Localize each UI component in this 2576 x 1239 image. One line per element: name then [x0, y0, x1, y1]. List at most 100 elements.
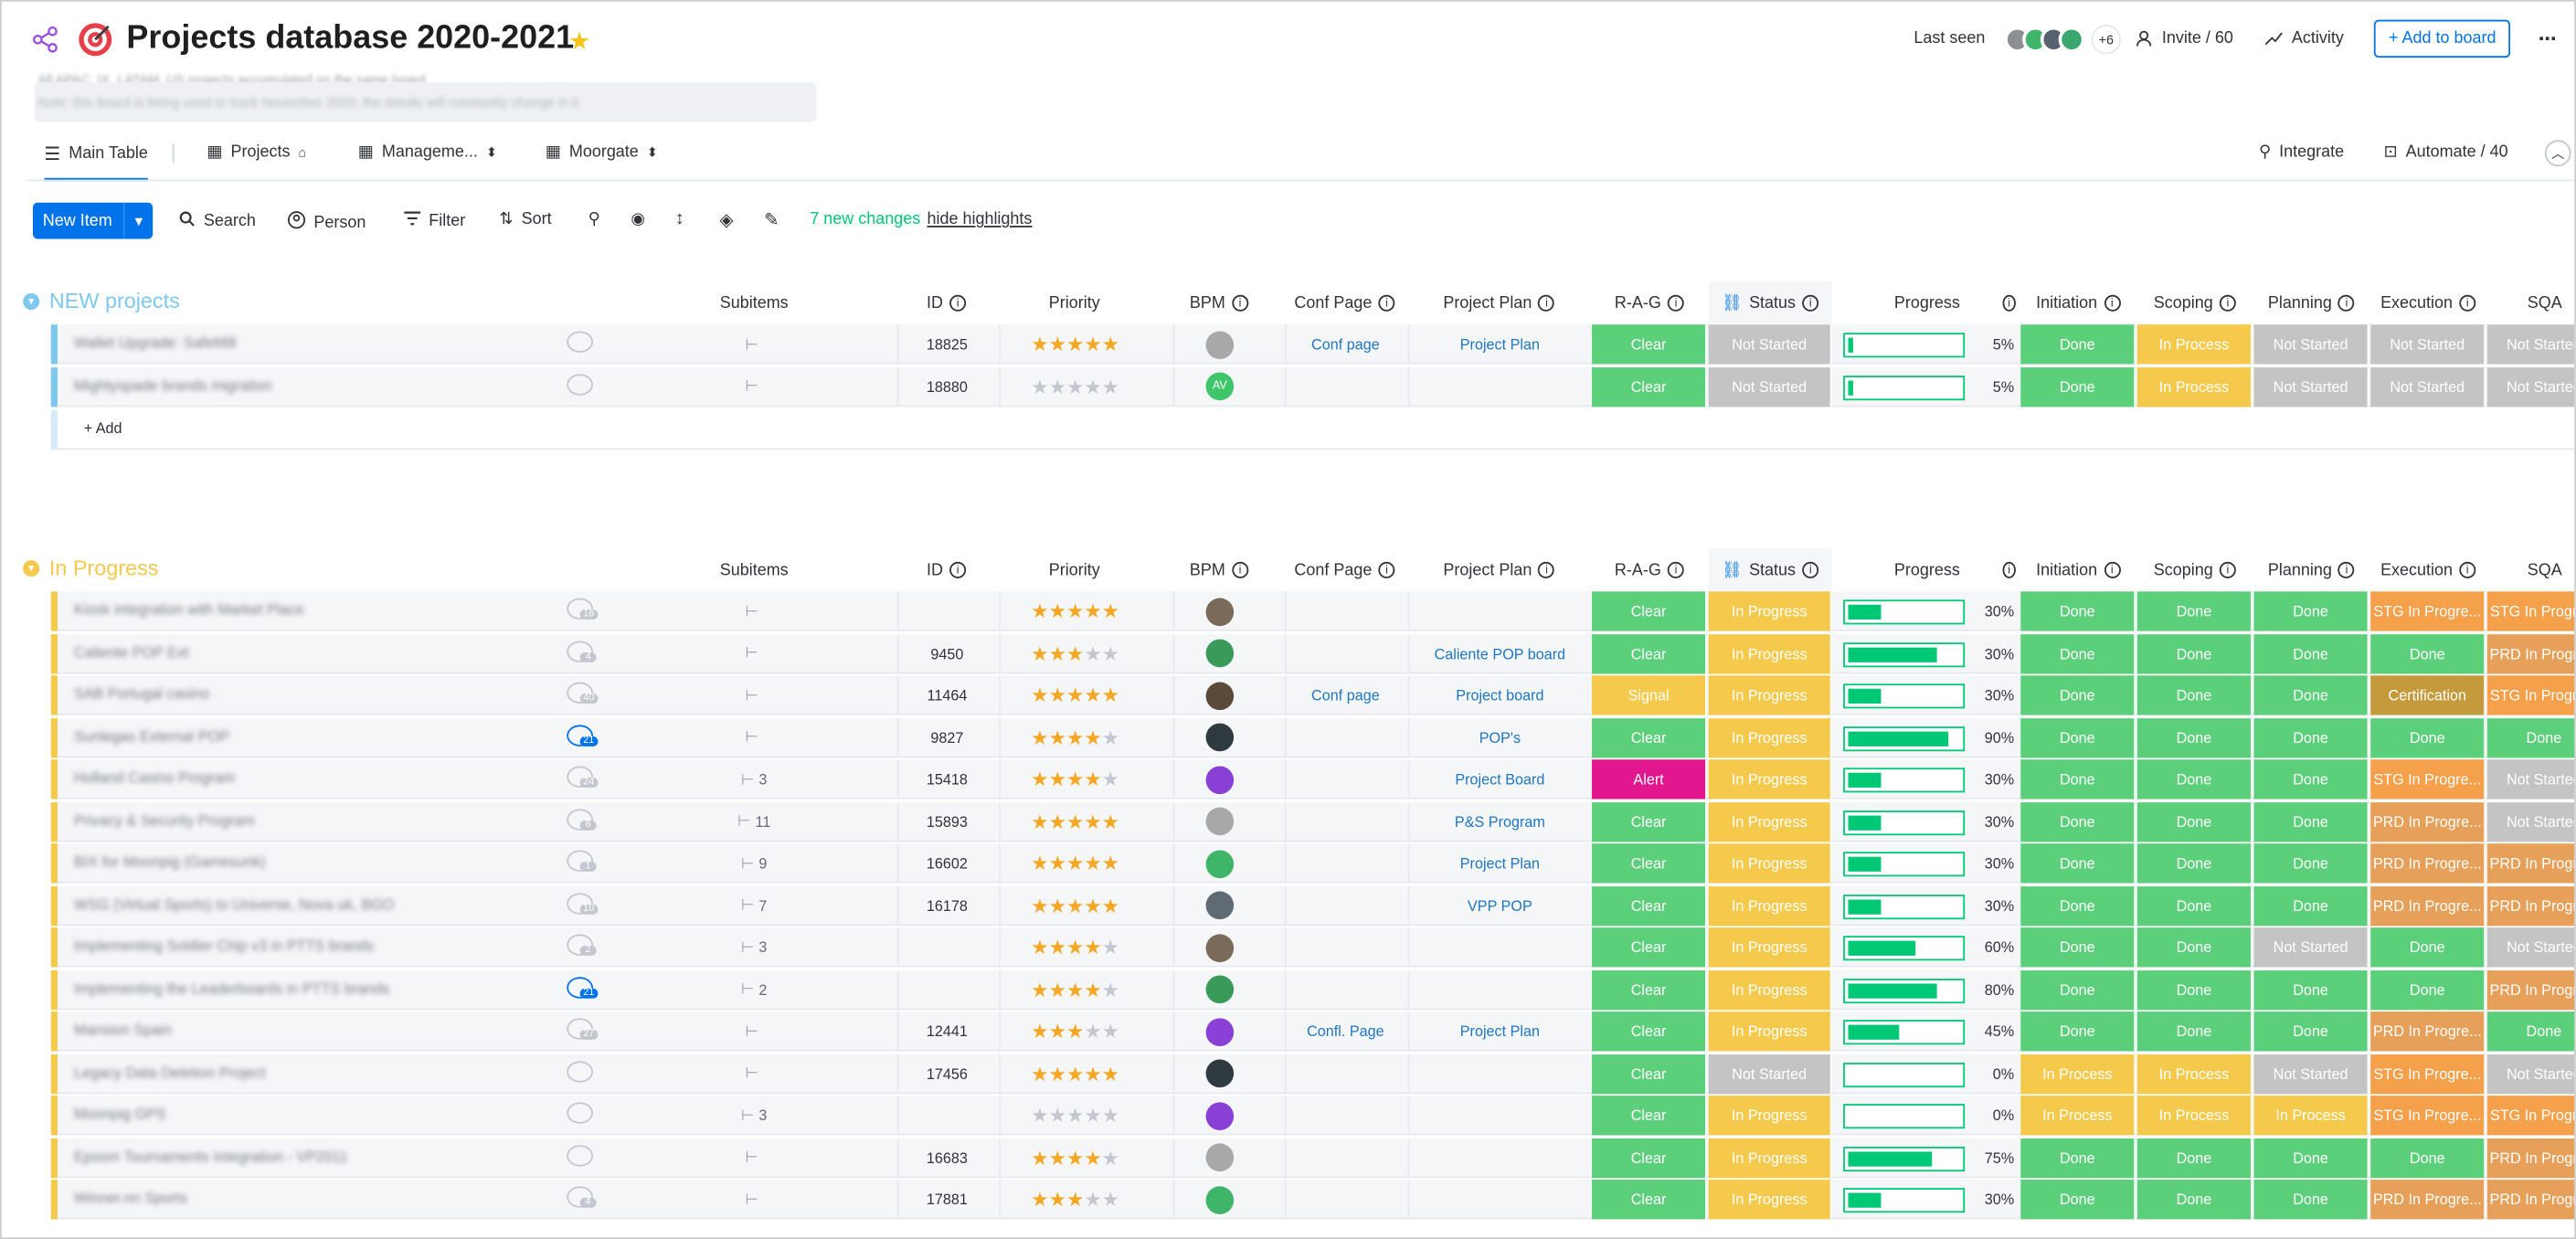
priority-cell[interactable]: ★★★★★	[999, 1011, 1150, 1052]
more-options-button[interactable]: ···	[2538, 25, 2559, 51]
table-row[interactable]: Winner.nn Sports 4 ⊢ 17881 ★★★★★ Clear In Prog…	[50, 1180, 2575, 1221]
status-pill[interactable]: In Progress	[1708, 1138, 1832, 1178]
item-name[interactable]: Wallet Upgrade: SafeMill	[73, 334, 237, 352]
column-header-planning[interactable]: Planning i	[2254, 558, 2369, 581]
subitems-cell[interactable]: ⊢	[692, 633, 817, 672]
last-seen-avatars[interactable]: +6	[2004, 25, 2121, 55]
status-pill[interactable]: Not Started	[1708, 1054, 1832, 1094]
star-favorite-icon[interactable]: ★	[568, 27, 591, 57]
table-row[interactable]: Moonpig GPS ⊢ 3 ★★★★★ Clear In Progress In Pro…	[50, 1096, 2575, 1137]
execution-status[interactable]: Not Started	[2370, 366, 2486, 407]
execution-status[interactable]: Not Started	[2370, 324, 2486, 365]
column-header-scoping[interactable]: Scoping i	[2137, 558, 2253, 581]
column-header-bpm[interactable]: BPM i	[1173, 291, 1266, 314]
project-plan-link[interactable]	[1407, 591, 1591, 631]
initiation-status[interactable]: Done	[2020, 759, 2136, 800]
rating-stars[interactable]: ★★★★★	[1031, 1020, 1120, 1043]
new-changes-indicator[interactable]: 7 new changes hide highlights	[810, 210, 1033, 229]
conf-page-link[interactable]	[1284, 717, 1405, 757]
bpm-cell[interactable]	[1172, 1180, 1266, 1220]
priority-cell[interactable]: ★★★★★	[999, 366, 1150, 407]
tab-management[interactable]: ▦ Manageme... ⬍	[357, 143, 497, 162]
rating-stars[interactable]: ★★★★★	[1031, 333, 1120, 356]
planning-status[interactable]: Done	[2253, 843, 2369, 884]
priority-cell[interactable]: ★★★★★	[999, 927, 1150, 968]
item-name[interactable]: Legacy Data Deletion Project	[73, 1063, 266, 1080]
eye-hide-icon[interactable]: ◉	[631, 210, 646, 229]
sqa-status[interactable]: PRD In Progre...	[2486, 885, 2575, 926]
initiation-status[interactable]: Done	[2020, 1138, 2136, 1178]
pen-icon[interactable]: ✎	[763, 210, 779, 231]
subitems-cell[interactable]: ⊢	[692, 675, 817, 715]
initiation-status[interactable]: Done	[2020, 1180, 2136, 1220]
column-header-execution[interactable]: Execution i	[2370, 558, 2486, 581]
conf-page-link[interactable]: Conf page	[1284, 324, 1405, 365]
priority-cell[interactable]: ★★★★★	[999, 1096, 1150, 1136]
rating-stars[interactable]: ★★★★★	[1031, 1104, 1120, 1128]
execution-status[interactable]: PRD In Progre...	[2370, 1180, 2486, 1220]
id-cell[interactable]: 9450	[896, 633, 996, 673]
id-cell[interactable]	[896, 969, 996, 1010]
rating-stars[interactable]: ★★★★★	[1031, 1062, 1120, 1085]
activity-button[interactable]: Activity	[2265, 29, 2344, 48]
id-cell[interactable]: 16683	[896, 1138, 996, 1178]
subitems-cell[interactable]: ⊢	[692, 1011, 817, 1051]
initiation-status[interactable]: Done	[2020, 324, 2136, 365]
priority-cell[interactable]: ★★★★★	[999, 324, 1150, 365]
rag-status[interactable]: Alert	[1592, 759, 1707, 800]
rating-stars[interactable]: ★★★★★	[1031, 852, 1120, 875]
rating-stars[interactable]: ★★★★★	[1031, 978, 1120, 1001]
status-pill[interactable]: Not Started	[1708, 324, 1832, 365]
scoping-status[interactable]: Done	[2136, 717, 2253, 757]
initiation-status[interactable]: Done	[2020, 969, 2136, 1010]
id-cell[interactable]	[896, 1096, 996, 1136]
planning-status[interactable]: Not Started	[2253, 366, 2369, 407]
search-button[interactable]: Search	[179, 211, 256, 232]
project-plan-link[interactable]: POP's	[1407, 717, 1591, 757]
group-title[interactable]: ▾ NEW projects	[23, 289, 180, 313]
column-header-initiation[interactable]: Initiation i	[2020, 558, 2136, 581]
status-pill[interactable]: In Progress	[1708, 801, 1832, 842]
id-cell[interactable]: 12441	[896, 1011, 996, 1052]
sqa-status[interactable]: Not Started	[2486, 759, 2575, 800]
column-header-bpm[interactable]: BPM i	[1173, 558, 1266, 581]
sqa-status[interactable]: PRD In Progre...	[2486, 969, 2575, 1010]
status-pill[interactable]: In Progress	[1708, 969, 1832, 1010]
column-header-execution[interactable]: Execution i	[2370, 291, 2486, 314]
item-name[interactable]: Winner.nn Sports	[73, 1189, 188, 1206]
subitems-cell[interactable]: ⊢ 3	[740, 769, 768, 788]
planning-status[interactable]: Done	[2253, 1011, 2369, 1052]
rating-stars[interactable]: ★★★★★	[1031, 683, 1120, 707]
priority-cell[interactable]: ★★★★★	[999, 885, 1150, 926]
column-header-progress[interactable]: Progress i	[1835, 291, 2016, 314]
conf-page-link[interactable]	[1284, 969, 1405, 1010]
new-item-button[interactable]: New Item ▼	[32, 202, 154, 239]
sqa-status[interactable]: Done	[2486, 717, 2575, 757]
chevron-down-icon[interactable]: ▾	[23, 292, 40, 310]
conf-page-link[interactable]: Conf page	[1284, 675, 1405, 715]
conversation-icon[interactable]	[567, 1060, 594, 1082]
priority-cell[interactable]: ★★★★★	[999, 591, 1150, 631]
item-name[interactable]: Implementing Soldier Chip v3 in PTTS bra…	[73, 937, 375, 955]
table-row[interactable]: Legacy Data Deletion Project ⊢ 17456 ★★★★★ C…	[50, 1054, 2575, 1095]
conf-page-link[interactable]	[1284, 1138, 1405, 1178]
rag-status[interactable]: Clear	[1592, 324, 1707, 365]
priority-cell[interactable]: ★★★★★	[999, 843, 1150, 884]
bpm-cell[interactable]	[1172, 591, 1266, 631]
conversation-icon[interactable]	[567, 331, 594, 353]
project-plan-link[interactable]: VPP POP	[1407, 885, 1591, 926]
conversation-icon[interactable]: 24	[567, 766, 598, 788]
priority-cell[interactable]: ★★★★★	[999, 1138, 1150, 1178]
conf-page-link[interactable]	[1284, 843, 1405, 884]
status-pill[interactable]: In Progress	[1708, 1011, 1832, 1052]
column-header-planning[interactable]: Planning i	[2254, 291, 2369, 314]
planning-status[interactable]: Done	[2253, 1138, 2369, 1178]
table-row[interactable]: BIX for Moonpig (Gamesunk) 1 ⊢ 9 16602 ★★★★★ P…	[50, 843, 2575, 884]
paint-bucket-icon[interactable]: ◈	[719, 210, 734, 231]
id-cell[interactable]	[896, 927, 996, 968]
status-pill[interactable]: In Progress	[1708, 843, 1832, 884]
conversation-icon[interactable]	[567, 1144, 594, 1166]
column-header-status[interactable]: ⛓ Status i	[1708, 548, 1832, 592]
rating-stars[interactable]: ★★★★★	[1031, 599, 1120, 623]
board-title[interactable]: Projects database 2020-2021	[126, 19, 575, 57]
